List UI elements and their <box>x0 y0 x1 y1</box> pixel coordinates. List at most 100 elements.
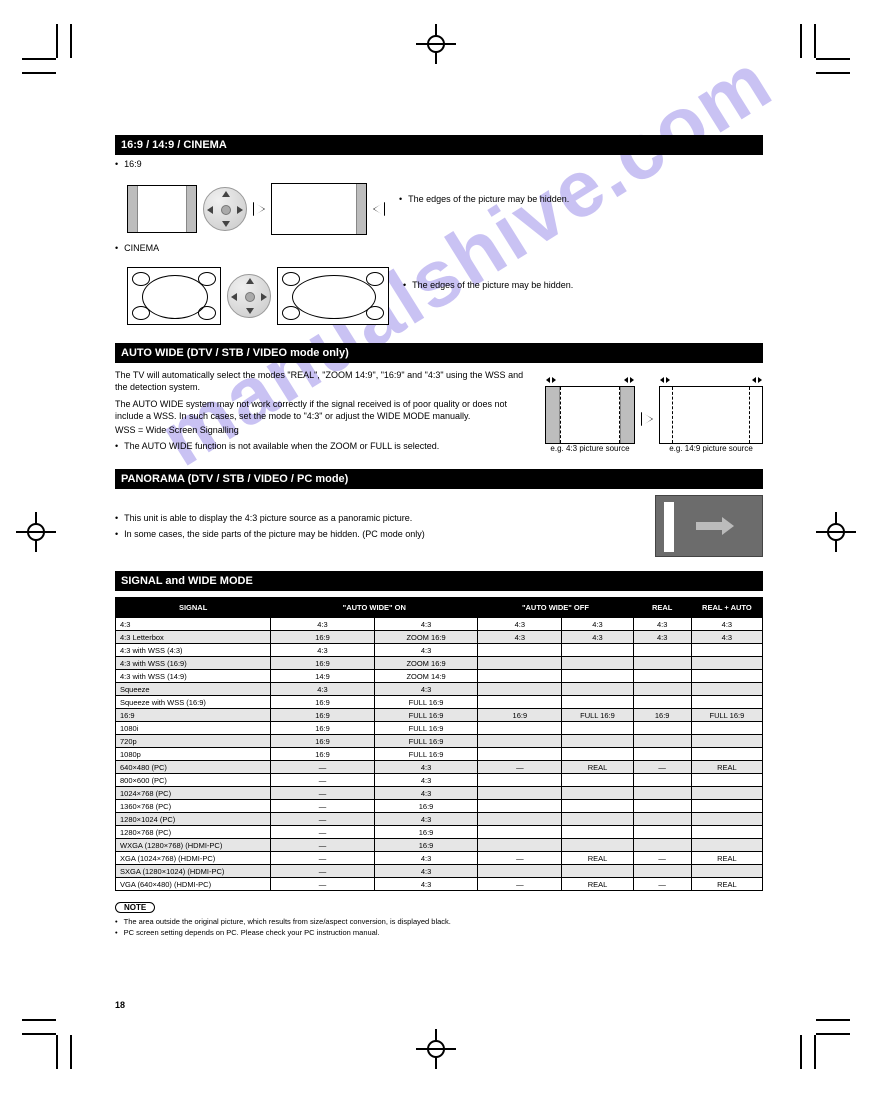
table-cell: REAL <box>562 852 633 865</box>
nav-knob-icon <box>203 187 247 231</box>
aw-after <box>659 386 763 444</box>
table-cell: 16:9 <box>271 735 375 748</box>
table-row: 4:3 Letterbox16:9ZOOM 16:94:34:34:34:3 <box>116 631 763 644</box>
table-cell <box>633 644 691 657</box>
table-row: 1280×1024 (PC)—4:3 <box>116 813 763 826</box>
th-auto-on: "AUTO WIDE" ON <box>271 598 478 618</box>
table-cell: 4:3 <box>271 644 375 657</box>
note-badge: NOTE <box>115 902 155 913</box>
table-cell <box>691 839 762 852</box>
fig-caption: e.g. 14:9 picture source <box>659 444 763 453</box>
table-cell: 4:3 <box>478 618 562 631</box>
table-cell: — <box>633 761 691 774</box>
table-row: Squeeze with WSS (16:9)16:9FULL 16:9 <box>116 696 763 709</box>
table-cell: 4:3 <box>116 618 271 631</box>
note-text: The area outside the original picture, w… <box>124 917 451 926</box>
table-cell <box>633 800 691 813</box>
table-cell: 4:3 <box>691 631 762 644</box>
table-cell <box>562 644 633 657</box>
table-cell <box>633 722 691 735</box>
table-row: 1080i16:9FULL 16:9 <box>116 722 763 735</box>
table-cell: 4:3 <box>374 865 478 878</box>
table-cell <box>691 774 762 787</box>
th-real-auto: REAL + AUTO <box>691 598 762 618</box>
table-cell <box>633 813 691 826</box>
table-cell: 1080p <box>116 748 271 761</box>
table-cell: 4:3 <box>374 761 478 774</box>
table-row: 1080p16:9FULL 16:9 <box>116 748 763 761</box>
table-cell <box>562 696 633 709</box>
content-area: 16:9 / 14:9 / CINEMA • 16:9 • <box>115 135 763 937</box>
table-cell: 16:9 <box>116 709 271 722</box>
illustration-autowide: e.g. 4:3 picture source e.g. 14:9 pictur… <box>545 383 763 455</box>
table-cell: 4:3 with WSS (14:9) <box>116 670 271 683</box>
table-cell: 4:3 with WSS (4:3) <box>116 644 271 657</box>
table-cell <box>478 748 562 761</box>
table-cell: 4:3 <box>691 618 762 631</box>
table-cell <box>633 774 691 787</box>
table-cell: — <box>478 878 562 891</box>
note-text: The edges of the picture may be hidden. <box>408 193 569 205</box>
table-cell: — <box>633 878 691 891</box>
screen-after <box>271 183 367 235</box>
section-title-1: 16:9 / 14:9 / CINEMA <box>115 135 763 155</box>
table-cell: — <box>271 787 375 800</box>
table-cell <box>691 696 762 709</box>
table-cell <box>691 813 762 826</box>
table-cell: REAL <box>562 761 633 774</box>
crop-mark <box>816 1019 850 1021</box>
table-cell <box>562 657 633 670</box>
table-cell: 1360×768 (PC) <box>116 800 271 813</box>
crop-mark <box>22 1019 56 1021</box>
table-cell <box>633 657 691 670</box>
crop-mark <box>816 72 850 74</box>
page-number: 18 <box>115 999 125 1011</box>
table-cell <box>562 774 633 787</box>
table-cell: 640×480 (PC) <box>116 761 271 774</box>
table-cell <box>691 644 762 657</box>
table-cell: 16:9 <box>271 709 375 722</box>
table-cell: 1080i <box>116 722 271 735</box>
table-cell: — <box>271 813 375 826</box>
table-cell <box>478 800 562 813</box>
table-cell <box>478 644 562 657</box>
table-cell <box>633 696 691 709</box>
section-title-4: SIGNAL and WIDE MODE <box>115 571 763 591</box>
table-row: 1024×768 (PC)—4:3 <box>116 787 763 800</box>
table-cell: 16:9 <box>271 748 375 761</box>
table-cell: REAL <box>691 878 762 891</box>
table-cell: 4:3 <box>374 787 478 800</box>
table-cell: FULL 16:9 <box>691 709 762 722</box>
crop-mark <box>56 24 58 58</box>
fig-caption: e.g. 4:3 picture source <box>545 444 635 453</box>
table-cell <box>691 800 762 813</box>
crop-mark <box>70 24 72 58</box>
table-cell: — <box>633 852 691 865</box>
table-cell: 1024×768 (PC) <box>116 787 271 800</box>
table-cell: Squeeze <box>116 683 271 696</box>
section-title-3: PANORAMA (DTV / STB / VIDEO / PC mode) <box>115 469 763 489</box>
crop-mark <box>22 72 56 74</box>
th-signal: SIGNAL <box>116 598 271 618</box>
table-cell <box>562 670 633 683</box>
table-cell: 16:9 <box>633 709 691 722</box>
table-cell <box>478 774 562 787</box>
table-cell: — <box>478 761 562 774</box>
table-cell: FULL 16:9 <box>374 722 478 735</box>
table-cell <box>562 826 633 839</box>
screen-before <box>127 185 197 233</box>
table-cell <box>691 787 762 800</box>
cinema-before <box>127 267 221 325</box>
table-cell: 4:3 <box>271 618 375 631</box>
table-cell <box>691 683 762 696</box>
registration-mark <box>416 1029 456 1069</box>
table-cell: 4:3 <box>374 683 478 696</box>
bullet-text: In some cases, the side parts of the pic… <box>124 528 425 540</box>
table-cell: 16:9 <box>271 631 375 644</box>
table-cell <box>633 748 691 761</box>
table-cell <box>691 865 762 878</box>
note-text: PC screen setting depends on PC. Please … <box>124 928 380 937</box>
table-cell: 4:3 <box>271 683 375 696</box>
body-text: The AUTO WIDE system may not work correc… <box>115 398 533 422</box>
table-cell: Squeeze with WSS (16:9) <box>116 696 271 709</box>
